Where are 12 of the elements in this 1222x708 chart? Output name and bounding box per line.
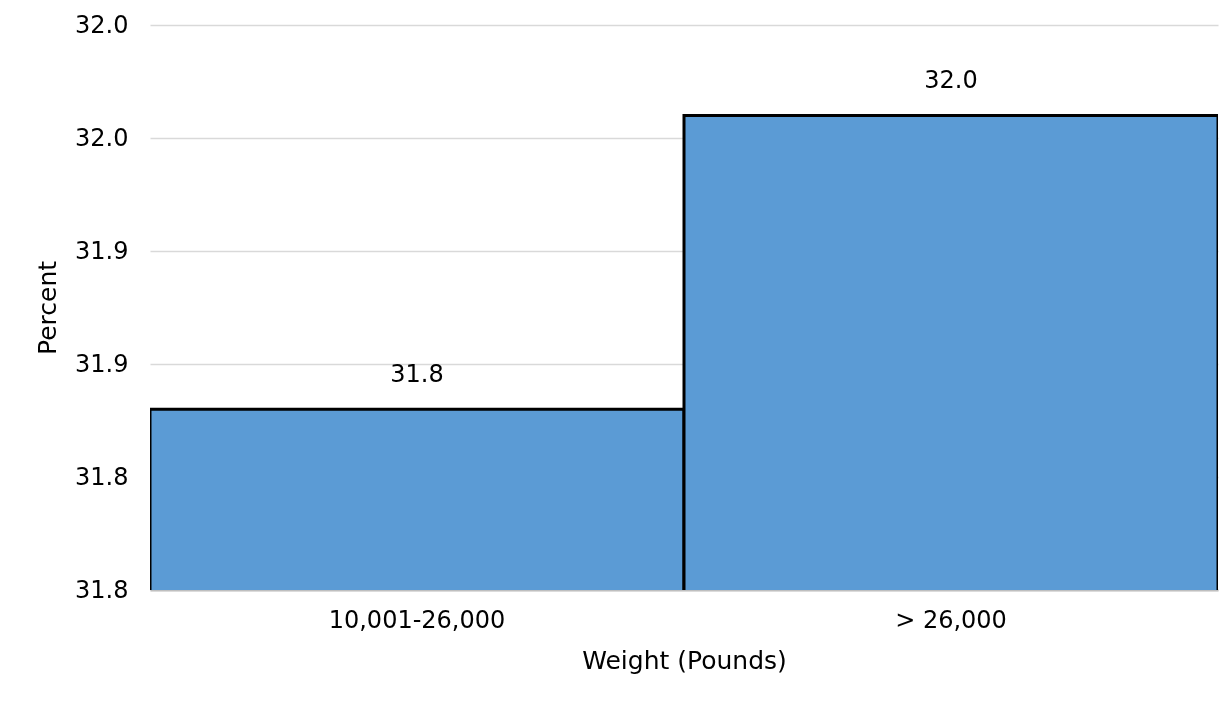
x-tick-label: > 26,000 — [895, 605, 1007, 634]
x-axis-title: Weight (Pounds) — [582, 645, 787, 675]
y-axis-title: Percent — [33, 260, 63, 356]
y-tick-label: 32.0 — [75, 123, 129, 152]
y-tick-label: 31.8 — [75, 575, 129, 604]
data-label: 32.0 — [924, 66, 978, 95]
x-tick-label: 10,001-26,000 — [328, 605, 506, 634]
y-tick-label: 31.9 — [75, 236, 129, 265]
y-tick-label: 32.0 — [75, 10, 129, 39]
y-tick-label: 31.9 — [75, 349, 129, 378]
data-label: 31.8 — [390, 360, 444, 389]
y-tick-label: 31.8 — [75, 462, 129, 491]
